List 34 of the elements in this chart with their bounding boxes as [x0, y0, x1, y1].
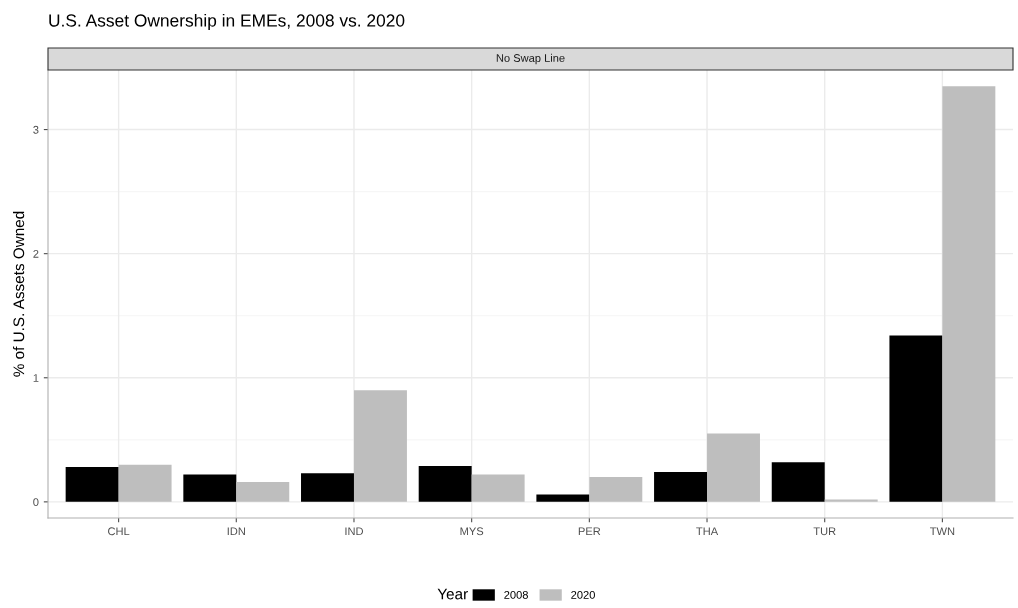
chart-title: U.S. Asset Ownership in EMEs, 2008 vs. 2020 — [49, 13, 405, 31]
y-tick-label: 1 — [33, 374, 39, 382]
bar — [236, 482, 290, 502]
x-tick-label: IND — [345, 527, 364, 536]
x-tick-label: TWN — [929, 527, 955, 536]
bar — [65, 467, 119, 502]
bar — [471, 474, 525, 502]
x-tick-label: CHL — [108, 527, 130, 536]
bar — [183, 474, 237, 502]
legend-label: 2020 — [571, 590, 595, 599]
legend-label: 2008 — [504, 590, 528, 599]
bar — [707, 433, 760, 502]
y-tick-label: 2 — [33, 249, 39, 258]
chart-subtitle: No Swap Line — [496, 53, 565, 65]
bar — [301, 473, 354, 502]
bar — [654, 472, 708, 502]
bar — [118, 464, 172, 502]
legend-title: Year — [437, 588, 468, 600]
bar — [353, 390, 407, 502]
x-tick-label: THA — [696, 527, 719, 536]
bar — [942, 86, 996, 502]
bar — [536, 494, 590, 502]
bar — [771, 462, 825, 502]
x-tick-label: TUR — [813, 527, 836, 536]
bar — [824, 499, 878, 502]
x-tick-label: IDN — [227, 527, 245, 536]
bar — [889, 335, 943, 502]
y-axis-title: % of U.S. Assets Owned — [13, 211, 25, 377]
y-tick-label: 3 — [33, 125, 39, 134]
bar — [589, 477, 643, 502]
bar — [418, 465, 472, 502]
y-tick-label: 0 — [33, 498, 39, 506]
x-tick-label: MYS — [460, 527, 484, 536]
x-tick-label: PER — [578, 527, 601, 536]
